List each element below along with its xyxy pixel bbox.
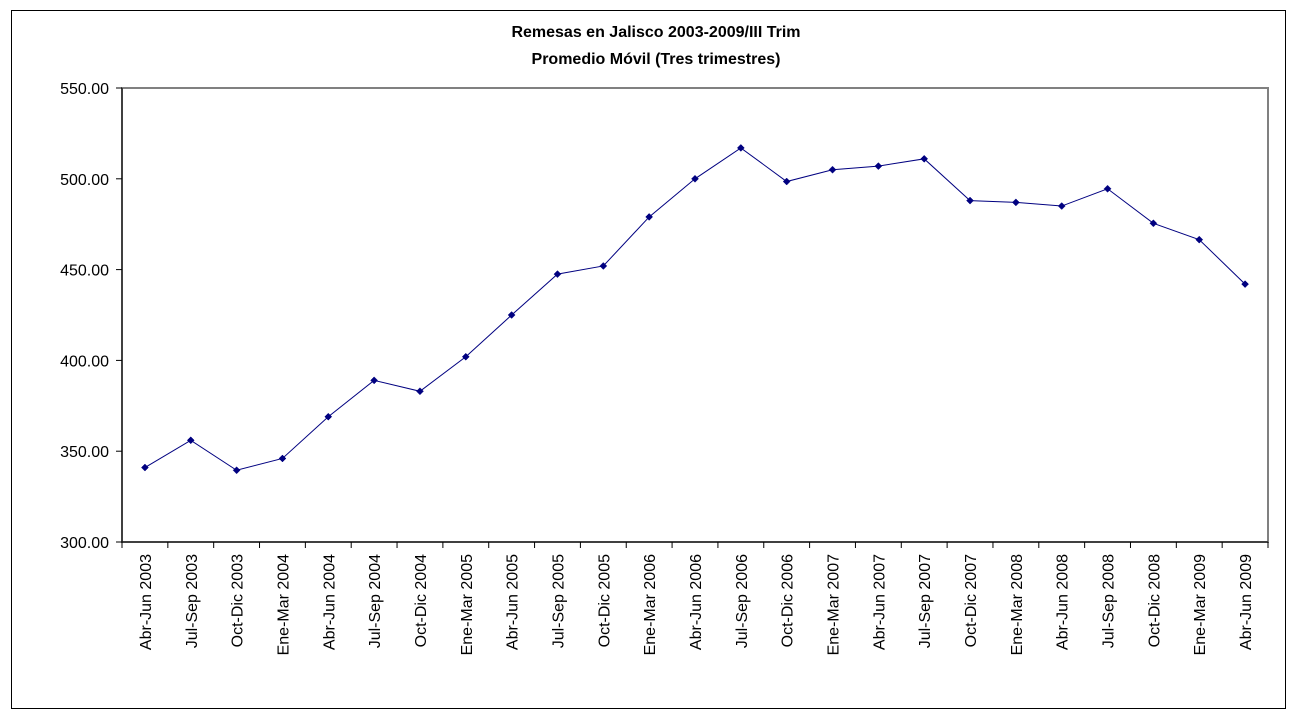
data-point [1057,202,1066,210]
y-tick-label: 300.00 [60,535,109,552]
x-tick-label: Ene-Mar 2007 [826,554,843,655]
y-tick-label: 550.00 [60,81,109,98]
data-point [1195,235,1204,244]
x-tick-label: Abr-Jun 2007 [871,554,888,650]
x-tick-label: Oct-Dic 2006 [780,554,797,647]
data-point [324,412,333,421]
data-point [782,177,791,186]
data-point [1241,280,1249,288]
x-tick-label: Abr-Jun 2008 [1055,554,1072,650]
data-point [416,387,424,396]
data-point [966,196,974,205]
data-point [232,466,241,475]
data-point [370,376,378,385]
y-tick-label: 400.00 [60,353,109,370]
x-tick-label: Ene-Mar 2009 [1192,554,1209,655]
data-point [920,154,929,163]
data-point [691,174,699,183]
data-point [736,144,745,152]
data-point [507,311,516,319]
data-point [141,463,149,472]
x-tick-label: Jul-Sep 2003 [184,554,201,648]
x-tick-label: Abr-Jun 2006 [688,554,705,650]
x-tick-label: Abr-Jun 2005 [505,554,522,650]
series-line [144,147,1246,471]
x-tick-label: Ene-Mar 2008 [1009,554,1026,655]
x-tick-label: Ene-Mar 2006 [642,554,659,655]
data-point [828,165,837,174]
data-point [874,162,883,170]
chart-subtitle: Promedio Móvil (Tres trimestres) [532,51,781,68]
data-point [1103,184,1112,193]
data-point [1149,219,1158,228]
line-chart: Remesas en Jalisco 2003-2009/III Trim Pr… [60,24,1269,655]
x-tick-label: Abr-Jun 2009 [1238,554,1255,650]
x-tick-label: Jul-Sep 2004 [367,554,384,648]
data-point [186,436,195,445]
data-point [278,454,287,463]
x-tick-label: Abr-Jun 2004 [321,554,338,650]
y-tick-label: 450.00 [60,263,109,280]
x-tick-label: Oct-Dic 2003 [230,554,247,647]
data-point [1012,198,1020,207]
chart-title: Remesas en Jalisco 2003-2009/III Trim [511,24,800,41]
x-tick-label: Oct-Dic 2007 [963,554,980,647]
y-tick-label: 350.00 [60,444,109,461]
plot-area-border [121,87,1269,543]
x-tick-label: Jul-Sep 2007 [917,554,934,648]
data-point [461,352,470,361]
x-tick-label: Oct-Dic 2005 [596,554,613,647]
x-tick-label: Oct-Dic 2004 [413,554,430,647]
x-tick-label: Jul-Sep 2005 [550,554,567,648]
data-point [599,262,608,270]
y-tick-label: 500.00 [60,172,109,189]
data-point [645,213,654,221]
x-tick-label: Ene-Mar 2004 [275,554,292,655]
x-tick-label: Abr-Jun 2003 [138,554,155,650]
chart-frame: Remesas en Jalisco 2003-2009/III Trim Pr… [11,10,1286,709]
x-tick-label: Oct-Dic 2008 [1146,554,1163,647]
x-tick-label: Ene-Mar 2005 [459,554,476,655]
data-point [553,270,562,278]
x-tick-label: Jul-Sep 2006 [734,554,751,648]
x-tick-label: Jul-Sep 2008 [1101,554,1118,648]
